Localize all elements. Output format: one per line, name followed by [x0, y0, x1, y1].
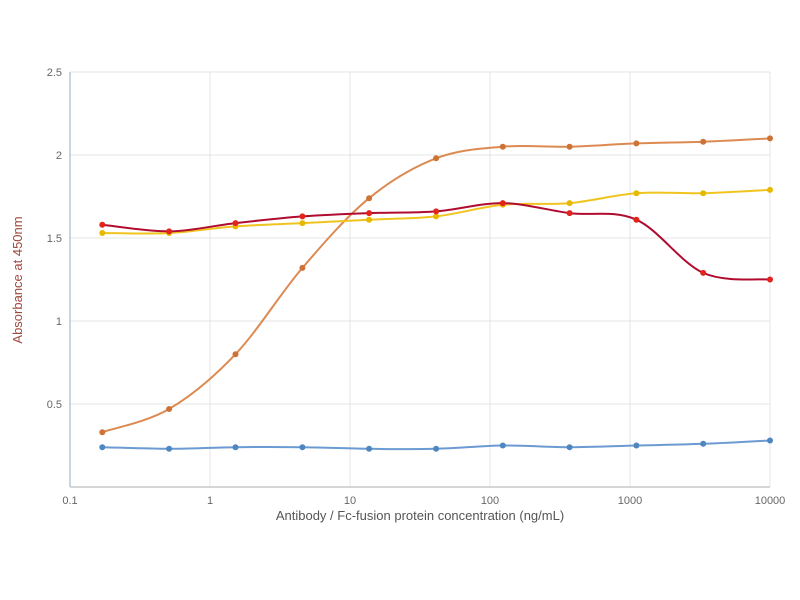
red-series-marker	[566, 210, 573, 217]
orange-sigmoid-series-marker	[700, 138, 707, 145]
yellow-series	[99, 186, 773, 236]
yellow-series-marker	[299, 220, 306, 227]
grid-layer	[69, 71, 771, 488]
x-tick-label: 10000	[755, 495, 786, 507]
x-tick-label: 100	[481, 495, 499, 507]
x-tick-label: 10	[344, 495, 356, 507]
blue-series-marker	[566, 444, 573, 451]
orange-sigmoid-series-marker	[566, 143, 573, 150]
orange-sigmoid-series-line	[101, 137, 771, 434]
orange-sigmoid-series-marker	[433, 155, 440, 162]
yellow-series-marker	[566, 200, 573, 207]
blue-series-marker	[366, 445, 373, 452]
red-series-marker	[232, 220, 239, 227]
tick-layer: 0.1 1 10 100 1000 10000 0.5 1 1.5 2 2.5	[47, 67, 786, 507]
yellow-series-marker	[99, 230, 106, 236]
blue-series-marker	[767, 437, 773, 444]
blue-series-marker	[433, 445, 440, 452]
red-series-marker	[166, 228, 173, 235]
blue-series-marker	[633, 442, 640, 449]
orange-sigmoid-series-marker	[767, 135, 773, 142]
blue-series-marker	[99, 444, 106, 451]
y-tick-label: 1.5	[47, 233, 62, 245]
blue-series-marker	[499, 442, 506, 449]
yellow-series-marker	[700, 190, 707, 197]
red-series	[99, 200, 773, 283]
x-tick-label: 1000	[618, 495, 642, 507]
red-series-marker	[99, 221, 106, 228]
red-series-marker	[366, 210, 373, 217]
blue-series-marker	[700, 440, 707, 447]
orange-sigmoid-series	[99, 135, 773, 436]
blue-series-marker	[166, 445, 173, 452]
orange-sigmoid-series-marker	[299, 264, 306, 271]
blue-series-marker	[299, 444, 306, 451]
blue-series	[99, 437, 773, 452]
y-axis-label: Absorbance at 450nm	[10, 216, 25, 343]
orange-sigmoid-series-marker	[232, 351, 239, 358]
yellow-series-marker	[433, 213, 440, 220]
red-series-marker	[433, 208, 440, 215]
yellow-series-marker	[633, 190, 640, 197]
x-tick-label: 0.1	[62, 495, 77, 507]
x-tick-label: 1	[207, 495, 213, 507]
orange-sigmoid-series-marker	[499, 143, 506, 150]
y-tick-label: 0.5	[47, 399, 62, 411]
orange-sigmoid-series-marker	[166, 406, 173, 412]
y-tick-label: 2.5	[47, 67, 62, 79]
y-tick-label: 2	[56, 150, 62, 162]
red-series-marker	[499, 200, 506, 207]
orange-sigmoid-series-marker	[99, 429, 106, 436]
x-axis-label: Antibody / Fc-fusion protein concentrati…	[276, 508, 564, 523]
red-series-marker	[700, 269, 707, 276]
red-series-marker	[299, 213, 306, 220]
series-layer	[99, 135, 773, 452]
red-series-marker	[633, 216, 640, 223]
y-tick-label: 1	[56, 316, 62, 328]
blue-series-marker	[232, 444, 239, 451]
red-series-marker	[767, 276, 773, 283]
orange-sigmoid-series-marker	[366, 195, 373, 202]
yellow-series-marker	[366, 216, 373, 223]
orange-sigmoid-series-marker	[633, 140, 640, 147]
yellow-series-marker	[767, 186, 773, 193]
